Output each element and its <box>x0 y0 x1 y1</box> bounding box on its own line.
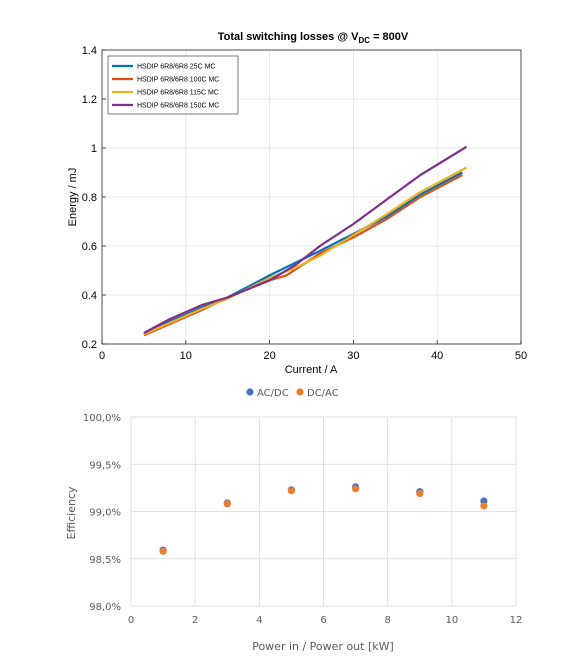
chart1-x-tick-label: 30 <box>347 350 359 362</box>
chart2-x-tick-label: 12 <box>510 615 523 626</box>
chart1-tick-labels: 0 10 20 30 40 50 0.2 0.4 0.6 0.8 1 1.2 1.4 <box>82 45 527 362</box>
chart2-y-tick-label: 99,0% <box>89 508 121 519</box>
chart1-y-tick-label: 1.2 <box>82 94 97 106</box>
chart1-title: Total switching losses @ VDC = 800V <box>218 31 409 45</box>
chart2-legend-marker <box>296 388 304 396</box>
chart2-point-dc-ac <box>480 502 488 510</box>
chart2-x-tick-label: 6 <box>320 615 326 626</box>
chart1-y-tick-label: 0.4 <box>82 290 97 302</box>
chart1-legend-label: HSDIP 6R8/6R8 115C MC <box>137 90 219 97</box>
chart1-legend-label: HSDIP 6R8/6R8 150C MC <box>137 103 219 110</box>
chart2-y-tick-label: 99,5% <box>89 460 121 471</box>
chart2-legend-marker <box>246 388 254 396</box>
chart1-y-tick-label: 0.6 <box>82 241 97 253</box>
chart1-background <box>0 0 588 380</box>
chart2-y-tick-label: 100,0% <box>83 413 121 424</box>
efficiency-chart: AC/DC DC/AC 98,0% 98,5% 99,0% 99,5% 100,0% 0 2 4… <box>0 380 588 663</box>
chart1-legend-label: HSDIP 6R8/6R8 25C MC <box>137 64 215 71</box>
chart2-x-tick-label: 8 <box>384 615 390 626</box>
chart2-x-tick-label: 2 <box>192 615 198 626</box>
chart1-title-sub: DC <box>358 36 370 45</box>
chart1-x-tick-label: 50 <box>515 350 527 362</box>
chart1-x-tick-label: 0 <box>99 350 105 362</box>
chart1-title-main: Total switching losses @ V <box>218 31 359 43</box>
chart2-data-points <box>159 483 488 555</box>
chart2-tick-labels: 98,0% 98,5% 99,0% 99,5% 100,0% 0 2 4 6 8 10 12 <box>83 413 523 626</box>
chart2-x-tick-label: 10 <box>445 615 458 626</box>
chart2-y-tick-label: 98,0% <box>89 602 121 613</box>
chart1-plot-frame <box>101 49 522 345</box>
chart2-legend: AC/DC DC/AC <box>246 388 339 399</box>
chart2-background <box>0 380 588 663</box>
chart1-x-tick-label: 20 <box>263 350 275 362</box>
chart1-series-line-1 <box>143 171 463 335</box>
chart2-point-dc-ac <box>416 489 424 498</box>
chart1-y-tick-label: 1.4 <box>82 45 97 57</box>
chart2-x-tick-label: 4 <box>256 615 262 626</box>
chart2-y-tick-label: 98,5% <box>89 555 121 566</box>
chart1-x-tick-label: 10 <box>180 350 192 362</box>
chart1-legend-label: HSDIP 6R8/6R8 100C MC <box>137 77 219 84</box>
chart1-x-axis-label: Current / A <box>285 364 338 376</box>
chart1-x-tick-label: 40 <box>431 350 443 362</box>
chart1-y-tick-label: 0.2 <box>82 339 97 351</box>
chart2-grid <box>130 416 517 607</box>
chart2-point-dc-ac <box>352 485 360 493</box>
chart1-y-axis-label: Energy / mJ <box>67 168 79 227</box>
chart1-y-tick-label: 1 <box>91 143 97 155</box>
chart2-legend-label: DC/AC <box>307 388 339 399</box>
chart1-series-line-3 <box>143 166 468 336</box>
chart2-x-axis-label: Power in / Power out [kW] <box>252 640 394 653</box>
chart1-series-line-4 <box>143 145 468 334</box>
chart2-point-dc-ac <box>159 547 167 555</box>
switching-losses-chart: Total switching losses @ VDC = 800V 0 10 2… <box>0 0 588 380</box>
chart2-legend-label: AC/DC <box>257 388 289 399</box>
chart2-x-tick-label: 0 <box>128 615 134 626</box>
chart2-point-dc-ac <box>223 500 231 508</box>
chart1-title-tail: = 800V <box>370 31 409 43</box>
chart2-point-dc-ac <box>287 487 295 495</box>
chart1-y-tick-label: 0.8 <box>82 192 97 204</box>
chart2-y-axis-label: Efficiency <box>65 486 78 539</box>
chart1-series-lines <box>143 145 468 337</box>
chart1-legend: HSDIP 6R8/6R8 25C MC HSDIP 6R8/6R8 100C M… <box>107 55 239 115</box>
